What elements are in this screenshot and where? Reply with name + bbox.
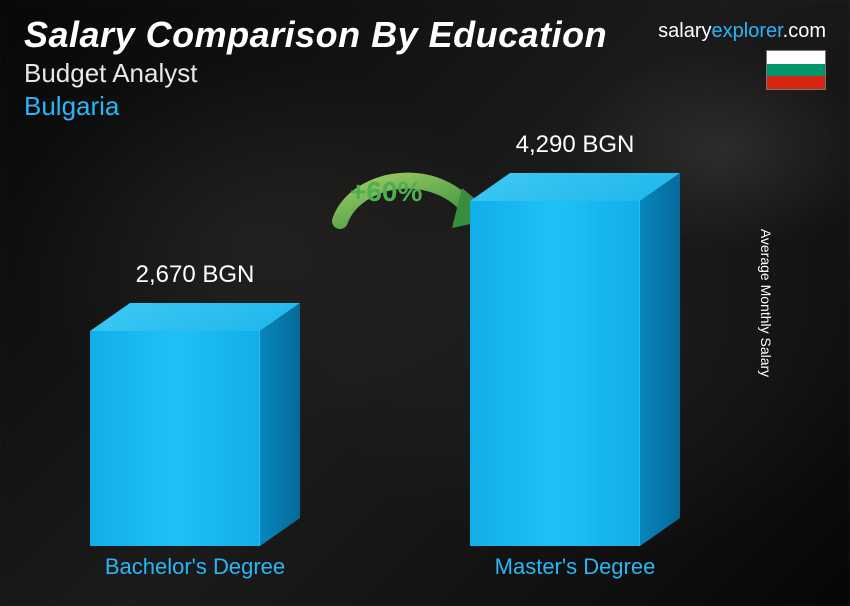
bar-label-bachelor: Bachelor's Degree [90,554,300,580]
bar-front-face [470,201,640,546]
flag-stripe-3 [767,76,825,89]
brand-tld: .com [783,20,826,42]
country-name: Bulgaria [24,91,826,122]
job-title: Budget Analyst [24,58,826,89]
brand-watermark: salaryexplorer.com [658,20,826,43]
bar-value-master: 4,290 BGN [470,131,680,159]
flag-stripe-2 [767,64,825,77]
increase-percent: +60% [350,176,422,208]
bar-front-face [90,331,260,546]
content-layer: Salary Comparison By Education Budget An… [0,0,850,606]
brand-mid: explorer [712,20,783,42]
flag-stripe-1 [767,51,825,64]
bar-value-bachelor: 2,670 BGN [90,261,300,289]
brand-prefix: salary [658,20,711,42]
flag-icon [766,50,826,90]
bar-side-face [640,173,680,546]
bar-master: 4,290 BGN Master's Degree [470,201,680,546]
bar-label-master: Master's Degree [470,554,680,580]
bar-side-face [260,303,300,546]
chart-area: +60% 2,670 BGN Bachelor's Degree 4,290 B… [50,156,790,586]
bar-bachelor: 2,670 BGN Bachelor's Degree [90,331,300,546]
